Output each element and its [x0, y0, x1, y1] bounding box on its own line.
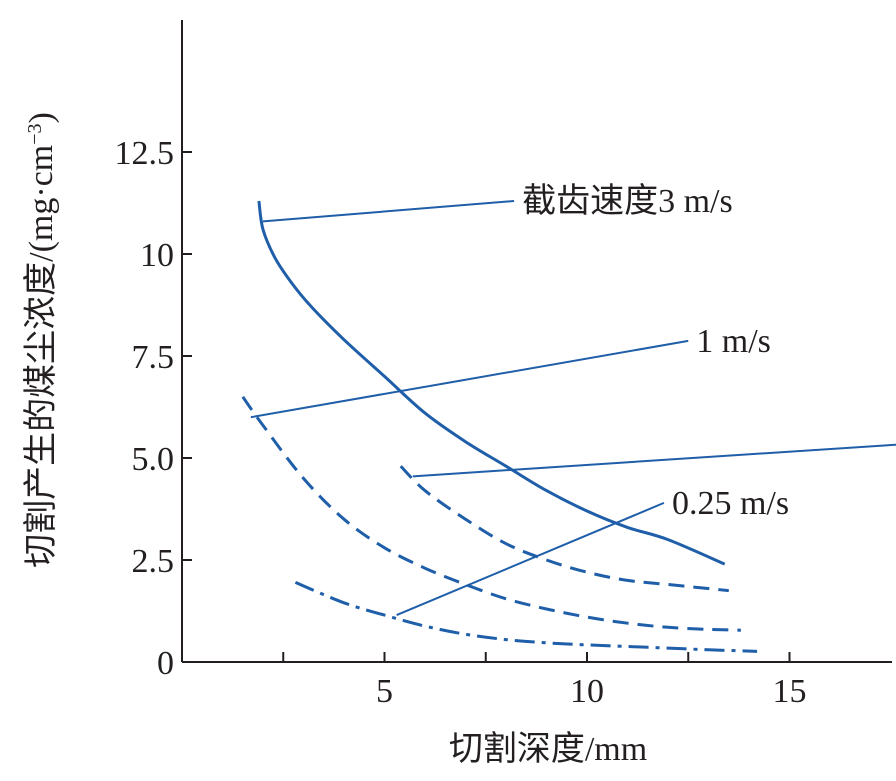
series-line-3	[294, 581, 758, 653]
series-label-0: 截齿速度3 m/s	[522, 182, 733, 220]
series-layer	[241, 200, 758, 653]
annotation-layer: 截齿速度3 m/s1 m/s2 m/s0.25 m/s	[250, 182, 896, 617]
series-line-2	[399, 465, 729, 593]
leader-line-0	[262, 199, 515, 223]
y-tick-label: 10	[140, 237, 174, 274]
y-tick-label: 0	[157, 645, 174, 682]
leader-line-3	[396, 501, 665, 617]
y-tick-label: 7.5	[132, 339, 175, 376]
ticks: 5 10 15 0 2.5 5.0 7.5 10 12.5	[115, 135, 807, 710]
series-label-3: 0.25 m/s	[672, 485, 789, 522]
y-axis-label-main: 切割产生的煤尘浓度/(mg·cm	[22, 145, 60, 568]
x-tick-label: 5	[376, 673, 393, 710]
y-tick-label: 5.0	[132, 441, 175, 478]
leader-line-1	[250, 339, 689, 419]
x-axis-label: 切割深度/mm	[449, 730, 647, 768]
y-axis-label-close: )	[23, 112, 60, 123]
x-tick-label: 15	[773, 673, 807, 710]
y-tick-label: 2.5	[132, 543, 175, 580]
series-line-0	[257, 200, 726, 566]
y-axis-label: 切割产生的煤尘浓度/(mg·cm−3)	[22, 112, 60, 568]
y-tick-label: 12.5	[115, 135, 175, 172]
y-axis-label-sup: −3	[24, 123, 46, 144]
axes	[181, 20, 892, 663]
leader-line-2	[412, 443, 896, 478]
series-line-1	[241, 395, 741, 632]
x-tick-label: 10	[570, 673, 604, 710]
series-label-1: 1 m/s	[696, 323, 771, 360]
